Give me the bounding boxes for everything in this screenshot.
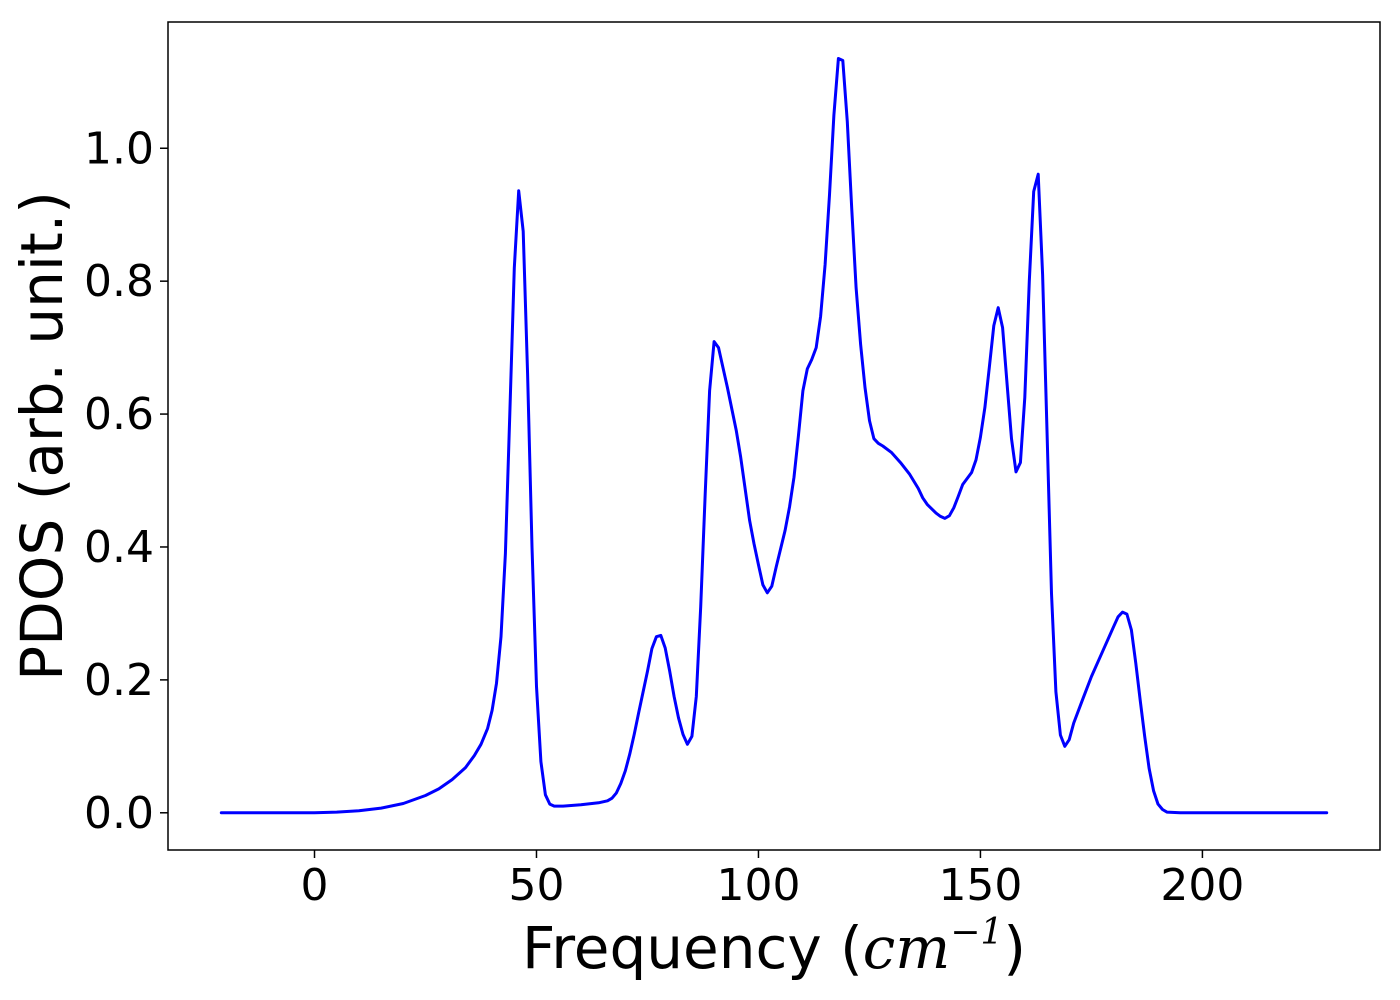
y-axis-label: PDOS (arb. unit.) — [8, 191, 76, 681]
y-tick-label: 0.2 — [84, 655, 154, 706]
y-tick-label: 0.0 — [84, 788, 154, 839]
y-tick-label: 0.8 — [84, 256, 154, 307]
x-tick-label: 200 — [1160, 860, 1244, 911]
y-tick-label: 1.0 — [84, 123, 154, 174]
y-axis-ticks: 0.0 0.2 0.4 0.6 0.8 1.0 — [84, 123, 168, 839]
y-tick-label: 0.4 — [84, 522, 154, 573]
x-tick-label: 150 — [938, 860, 1022, 911]
x-axis-ticks: 0 50 100 150 200 — [301, 850, 1244, 911]
plot-layer — [219, 57, 1329, 815]
series-line-0 — [219, 57, 1329, 815]
x-tick-label: 0 — [301, 860, 329, 911]
plot-frame — [167, 21, 1381, 851]
x-tick-label: 50 — [508, 860, 564, 911]
y-tick-label: 0.6 — [84, 389, 154, 440]
x-axis-label: Frequency (cm−1) — [522, 912, 1026, 982]
x-tick-label: 100 — [716, 860, 800, 911]
